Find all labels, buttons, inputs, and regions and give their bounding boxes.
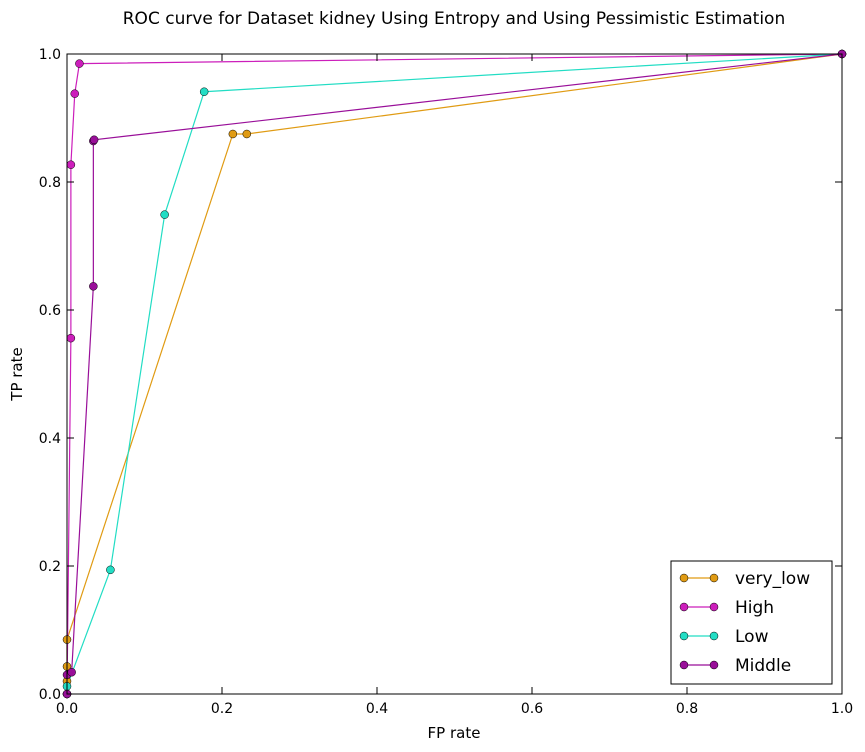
legend-marker xyxy=(679,573,689,583)
y-tick-label: 0.6 xyxy=(39,303,61,319)
legend-marker xyxy=(679,631,689,641)
y-axis-label: TP rate xyxy=(8,347,26,401)
y-tick-label: 0.4 xyxy=(39,431,61,447)
data-point xyxy=(228,129,238,139)
data-point xyxy=(67,667,76,677)
x-axis-label: FP rate xyxy=(428,724,481,742)
x-tick-label: 1.0 xyxy=(831,701,853,717)
data-point xyxy=(66,160,76,169)
x-tick-label: 0.2 xyxy=(211,701,233,717)
data-point xyxy=(75,59,84,68)
data-point xyxy=(199,87,209,97)
data-point xyxy=(89,282,98,291)
legend-marker xyxy=(709,602,719,612)
series-line-high xyxy=(66,53,843,695)
data-point xyxy=(66,333,76,343)
legend-label-middle: Middle xyxy=(735,656,791,676)
data-point xyxy=(89,135,99,145)
y-tick-label: 0.8 xyxy=(39,175,61,191)
legend-label-low: Low xyxy=(735,627,769,647)
data-point xyxy=(160,210,169,219)
x-tick-label: 0.4 xyxy=(366,701,388,717)
legend-marker xyxy=(709,660,719,670)
legend-label-high: High xyxy=(735,598,774,618)
legend-marker xyxy=(679,660,689,670)
x-tick-label: 0.8 xyxy=(676,701,698,717)
x-tick-label: 0.6 xyxy=(521,701,543,717)
data-point xyxy=(70,89,79,98)
legend-box xyxy=(670,560,833,685)
y-tick-label: 1.0 xyxy=(39,47,61,63)
x-tick-label: 0.0 xyxy=(56,701,78,717)
legend-marker xyxy=(709,573,719,583)
legend-marker xyxy=(679,602,689,612)
y-tick-label: 0.0 xyxy=(39,687,61,703)
legend-marker xyxy=(709,631,719,641)
data-point xyxy=(106,565,115,575)
y-tick-label: 0.2 xyxy=(39,559,61,575)
legend: very_low High Low Middle xyxy=(670,560,833,685)
legend-label-very-low: very_low xyxy=(735,569,810,589)
data-point xyxy=(242,129,252,139)
plot-frame xyxy=(66,53,843,695)
chart-title: ROC curve for Dataset kidney Using Entro… xyxy=(123,9,786,29)
axis-ticks: 0.0 0.2 0.4 0.6 0.8 1.0 0.0 0.2 0.4 0.6 0.8 1.0 xyxy=(39,47,853,717)
